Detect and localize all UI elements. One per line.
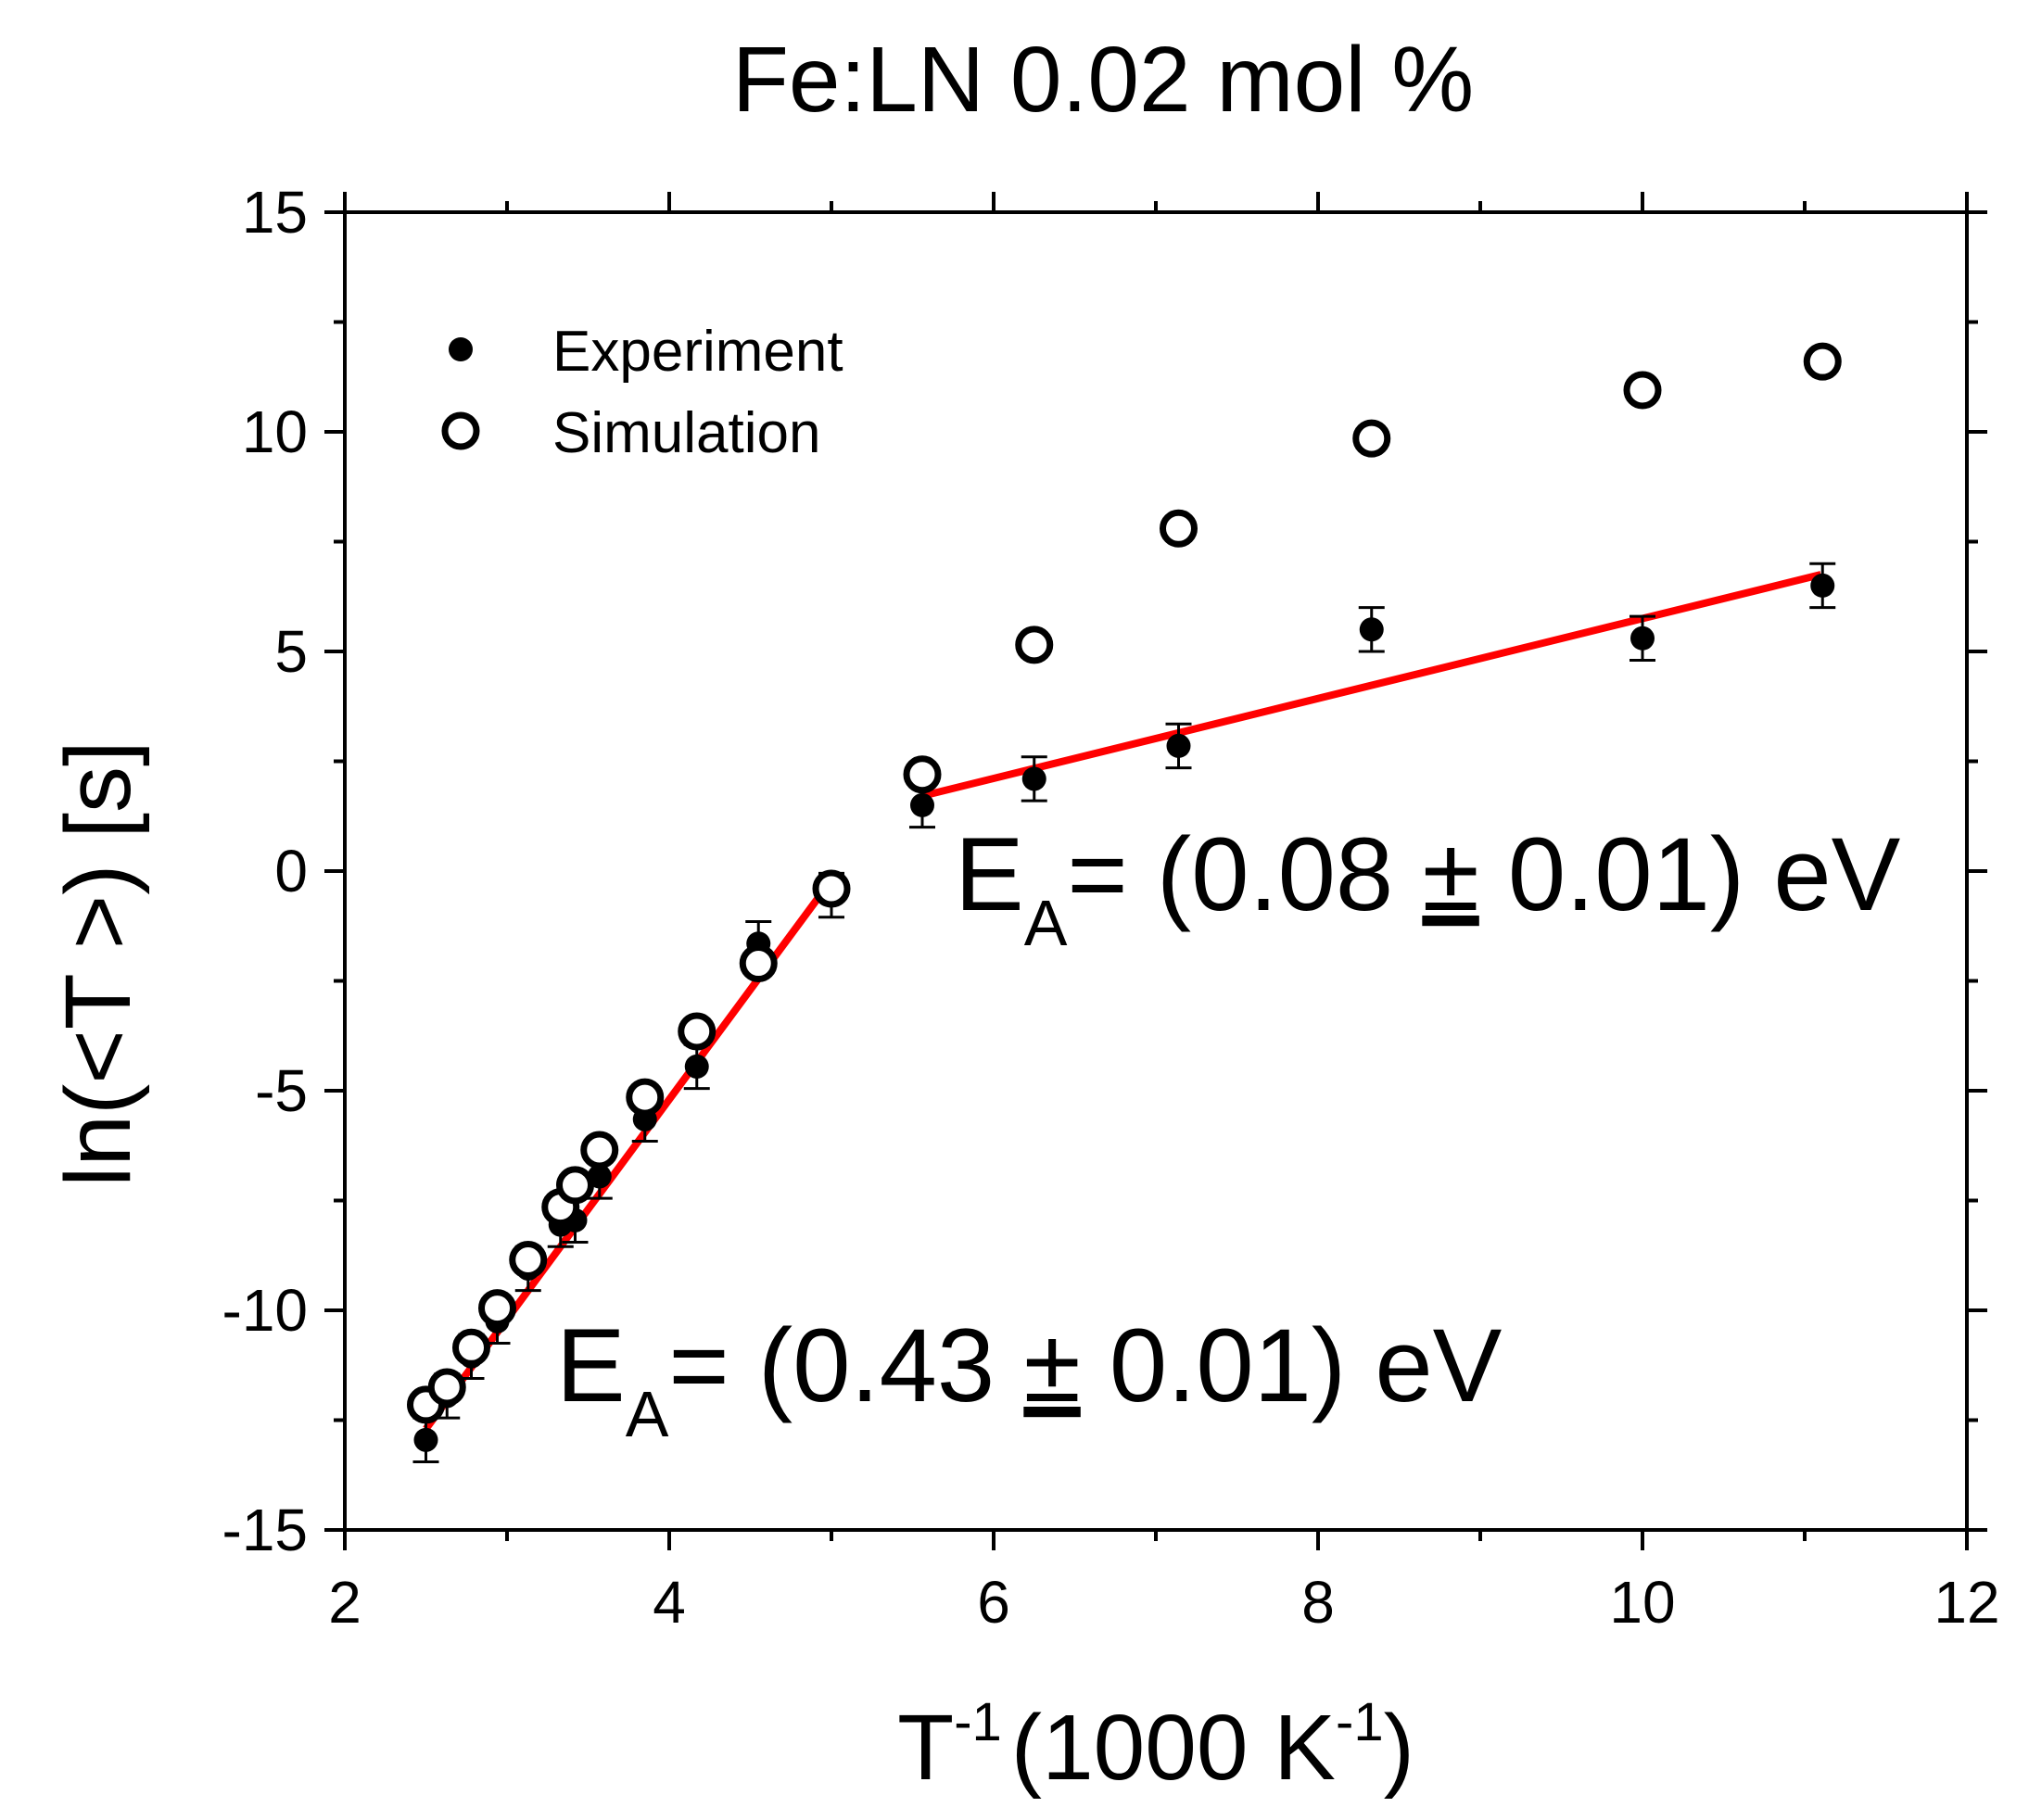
x-tick-label: 4	[653, 1569, 686, 1636]
experiment-point	[1359, 617, 1384, 642]
simulation-point	[626, 1078, 665, 1117]
series-simulation	[407, 342, 1842, 1424]
annotation-low-rest: 0.01) eV	[1081, 1308, 1503, 1423]
annotation-high-e: E	[955, 816, 1024, 932]
annotation-low: EA= (0.43 ± 0.01) eV	[556, 1308, 1503, 1450]
simulation-point	[812, 869, 851, 908]
x-tick-label: 2	[328, 1569, 361, 1636]
simulation-point	[1352, 419, 1391, 458]
x-tick-label: 10	[1609, 1569, 1675, 1636]
annotation-low-pm: ±	[1023, 1308, 1080, 1423]
simulation-point	[1623, 371, 1662, 410]
simulation-point	[556, 1166, 594, 1205]
simulation-point	[678, 1012, 716, 1051]
y-tick-label: 15	[242, 179, 308, 246]
experiment-point	[1021, 766, 1046, 791]
legend: Experiment Simulation	[441, 320, 843, 465]
fit-high-temperature	[919, 571, 1822, 801]
annotation-low-e: E	[556, 1308, 626, 1423]
annotation-high-sub: A	[1024, 887, 1068, 959]
experiment-point	[413, 1427, 438, 1452]
simulation-point	[1015, 626, 1054, 664]
legend-marker-simulation	[441, 411, 480, 450]
simulation-point	[580, 1131, 619, 1169]
y-tick-label: 10	[242, 398, 308, 465]
x-tick-label: 8	[1301, 1569, 1335, 1636]
y-tick-label: -15	[222, 1497, 309, 1563]
chart-title: Fe:LN 0.02 mol %	[732, 28, 1474, 132]
y-tick-label: -5	[255, 1057, 308, 1124]
experiment-point	[1166, 733, 1191, 758]
y-tick-label: 0	[274, 838, 308, 904]
axis-ticks	[324, 192, 1987, 1550]
y-tick-labels: -15 -10 -5 0 5 10 15	[222, 179, 309, 1563]
annotation-high-pm: ±	[1422, 816, 1478, 932]
experiment-point	[684, 1054, 709, 1079]
legend-label-simulation: Simulation	[552, 401, 820, 465]
experiment-point	[910, 792, 934, 817]
x-axis-label-sup: -1	[954, 1692, 1002, 1752]
simulation-point	[509, 1240, 548, 1279]
x-axis-label-mid: (1000 K	[1011, 1696, 1336, 1800]
x-axis-label-main: T	[897, 1696, 954, 1800]
legend-label-experiment: Experiment	[552, 320, 843, 384]
annotation-low-sub: A	[626, 1378, 669, 1450]
x-axis-label-end: )	[1384, 1696, 1414, 1800]
annotation-low-text: = (0.43	[668, 1308, 1023, 1423]
simulation-point	[427, 1368, 466, 1407]
annotation-high: EA= (0.08 ± 0.01) eV	[955, 816, 1901, 959]
x-axis-label-sup2: -1	[1336, 1692, 1384, 1752]
simulation-point	[903, 755, 942, 794]
simulation-point	[452, 1328, 490, 1367]
experiment-point	[1810, 573, 1835, 598]
y-tick-label: 5	[274, 618, 308, 685]
y-axis-label: ln(<T >) [s]	[46, 740, 150, 1187]
annotation-high-text: = (0.08	[1067, 816, 1422, 932]
simulation-point	[1803, 342, 1842, 381]
annotation-high-rest: 0.01) eV	[1479, 816, 1901, 932]
fit-lines	[423, 571, 1822, 1432]
simulation-point	[739, 944, 778, 983]
legend-marker-experiment	[449, 337, 473, 361]
simulation-point	[1160, 509, 1198, 548]
y-tick-label: -10	[222, 1277, 309, 1344]
simulation-point	[478, 1289, 516, 1328]
x-tick-labels: 2 4 6 8 10 12	[328, 1569, 1999, 1636]
x-tick-label: 6	[977, 1569, 1010, 1636]
experiment-point	[1630, 626, 1655, 651]
x-tick-label: 12	[1934, 1569, 1999, 1636]
x-axis-label: T-1 (1000 K-1)	[897, 1692, 1414, 1800]
